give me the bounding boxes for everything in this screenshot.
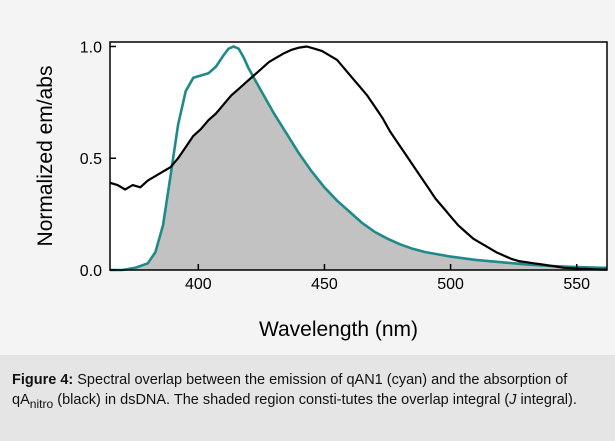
absorption-series-line <box>109 45 607 271</box>
y-tick-label: 0.5 <box>80 151 102 168</box>
x-tick-label: 550 <box>563 276 590 293</box>
plot-frame <box>109 41 608 271</box>
y-tick-label: 1.0 <box>80 39 102 56</box>
caption-label: Figure 4: <box>12 372 74 388</box>
caption-text-1: Spectral overlap between the emission of… <box>12 372 568 408</box>
figure-caption: Figure 4: Spectral overlap between the e… <box>12 370 602 414</box>
y-tick-label: 0.0 <box>80 263 102 280</box>
x-tick-label: 450 <box>311 276 338 293</box>
x-axis-label: Wavelength (nm) <box>259 318 418 341</box>
x-tick-label: 500 <box>437 276 464 293</box>
spectral-overlap-chart: 400 450 500 550 0.0 0.5 1.0 Wavelength (nm) Norm… <box>34 39 608 341</box>
caption-text-3: integral). <box>516 392 577 408</box>
caption-text-2: (black) in dsDNA. The shaded region cons… <box>53 392 510 408</box>
caption-subscript: nitro <box>29 396 54 411</box>
x-tick-label: 400 <box>185 276 212 293</box>
emission-series-line <box>110 45 607 272</box>
y-axis-label: Normalized em/abs <box>34 66 57 247</box>
caption-italic: J <box>509 392 517 408</box>
overlap-integral-area <box>110 76 607 270</box>
figure-caption-box <box>0 355 615 441</box>
